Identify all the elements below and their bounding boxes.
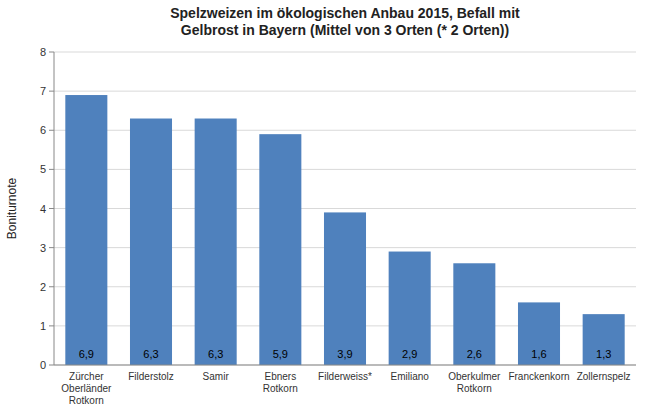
y-tick-label: 0 (40, 359, 46, 371)
y-tick (49, 130, 54, 131)
title: Spelzweizen im ökologischen Anbau 2015, … (170, 5, 520, 38)
y-tick-label: 8 (40, 46, 46, 58)
y-tick-label: 6 (40, 124, 46, 136)
x-tick-label: EbnersRotkorn (263, 371, 298, 394)
x-tick-label: ZürcherOberländerRotkorn (61, 371, 112, 406)
x-tick-label: Franckenkorn (508, 371, 569, 382)
x-tick-label: Zollernspelz (577, 371, 631, 382)
background (0, 0, 646, 419)
chart: Spelzweizen im ökologischen Anbau 2015, … (0, 0, 646, 419)
bar (389, 252, 431, 365)
data-label: 6,9 (79, 348, 94, 360)
bar (518, 302, 560, 365)
y-tick-label: 7 (40, 85, 46, 97)
y-axis-label: Boniturnote (5, 177, 19, 239)
bar (324, 212, 366, 365)
grid-line (54, 365, 636, 366)
bar (259, 134, 301, 365)
y-tick (49, 365, 54, 366)
data-label: 6,3 (208, 348, 223, 360)
bar (130, 119, 172, 365)
chart-container: Spelzweizen im ökologischen Anbau 2015, … (0, 0, 646, 419)
y-tick-label: 4 (40, 203, 46, 215)
bar (583, 314, 625, 365)
y-tick (49, 325, 54, 326)
data-label: 2,6 (467, 348, 482, 360)
data-label: 5,9 (273, 348, 288, 360)
bar (195, 119, 237, 365)
bar (65, 95, 107, 365)
y-tick (49, 52, 54, 53)
x-axis-line (54, 365, 636, 366)
x-tick-label: Emiliano (390, 371, 429, 382)
bar (453, 263, 495, 365)
x-tick-label: OberkulmerRotkorn (448, 371, 501, 394)
data-label: 6,3 (143, 348, 158, 360)
grid-line (54, 91, 636, 92)
x-tick-label: Filderweiss* (318, 371, 372, 382)
data-label: 2,9 (402, 348, 417, 360)
grid-line (54, 52, 636, 53)
y-tick (49, 208, 54, 209)
y-axis-line (54, 52, 55, 365)
data-label: 3,9 (337, 348, 352, 360)
y-tick (49, 286, 54, 287)
data-label: 1,3 (596, 348, 611, 360)
y-tick-label: 1 (40, 320, 46, 332)
x-tick-label: Filderstolz (128, 371, 174, 382)
y-tick-label: 5 (40, 163, 46, 175)
grid (54, 52, 636, 365)
y-tick (49, 247, 54, 248)
y-tick-label: 3 (40, 242, 46, 254)
y-tick-label: 2 (40, 281, 46, 293)
data-label: 1,6 (531, 348, 546, 360)
y-tick (49, 169, 54, 170)
y-tick (49, 91, 54, 92)
bars (65, 95, 624, 365)
x-tick-label: Samir (203, 371, 230, 382)
